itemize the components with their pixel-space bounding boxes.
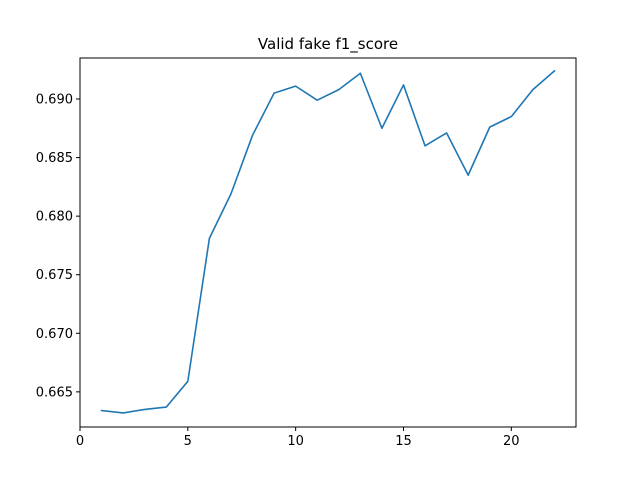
y-tick-label: 0.680 bbox=[36, 210, 73, 225]
series-layer bbox=[100, 69, 556, 414]
x-tick-label: 5 bbox=[184, 434, 192, 449]
x-tick-label: 15 bbox=[395, 434, 412, 449]
y-tick-label: 0.670 bbox=[36, 327, 73, 342]
x-tick-label: 10 bbox=[287, 434, 304, 449]
x-tick-label: 20 bbox=[503, 434, 520, 449]
chart-title: Valid fake f1_score bbox=[258, 35, 398, 54]
y-tick-label: 0.675 bbox=[36, 268, 73, 283]
plot-frame bbox=[79, 57, 577, 428]
y-tick-label: 0.665 bbox=[36, 385, 73, 400]
series-line bbox=[100, 69, 556, 414]
axis-ticks: 0 5 10 15 20 0.665 0.670 0.675 0.680 0.685 0.690 bbox=[36, 93, 520, 450]
x-tick-label: 0 bbox=[76, 434, 84, 449]
y-tick-label: 0.685 bbox=[36, 151, 73, 166]
y-tick-label: 0.690 bbox=[36, 93, 73, 108]
